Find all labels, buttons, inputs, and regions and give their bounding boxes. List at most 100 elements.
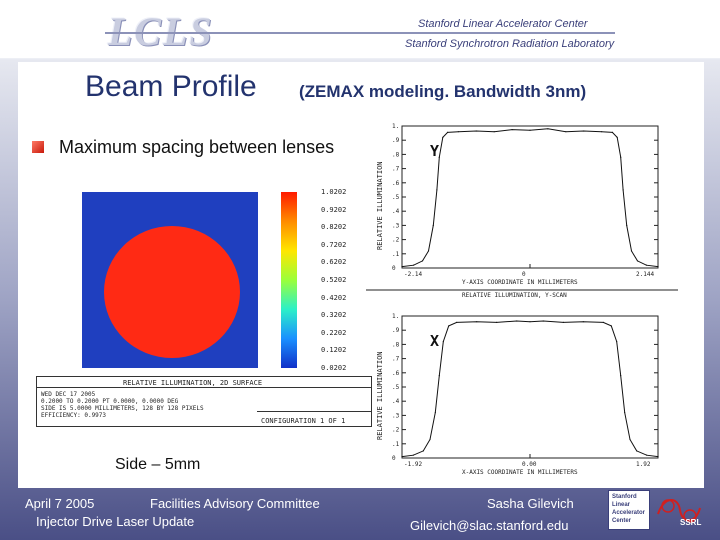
- slac-badge-line-4: Center: [612, 518, 632, 524]
- data-point: [475, 130, 477, 132]
- y-tick-label: .6: [392, 370, 400, 377]
- data-point: [583, 130, 585, 132]
- y-scan-plot: 1. .9 .8 .7 .6 .5 .4 .3 .2 .1 0 -2.14 0 2.144 RELATIVE…: [366, 123, 678, 298]
- data-point: [645, 264, 648, 266]
- bullet-text: Maximum spacing between lenses: [59, 137, 335, 157]
- data-point: [657, 265, 659, 268]
- lcls-logo: LCLS: [108, 9, 214, 54]
- y-tick-label: .4: [392, 208, 400, 215]
- beam-spot: [104, 226, 240, 358]
- data-point: [529, 321, 531, 323]
- y-tick-label: 1.: [392, 123, 399, 130]
- colorbar-tick-label: 0.7202: [321, 240, 347, 249]
- data-point: [620, 156, 622, 158]
- slac-badge-logo: Stanford Linear Accelerator Center: [608, 490, 650, 530]
- data-point: [429, 438, 431, 441]
- x-axis-label: X-AXIS COORDINATE IN MILLIMETERS: [462, 469, 578, 476]
- data-point: [616, 136, 618, 138]
- data-point: [457, 131, 459, 133]
- data-point: [456, 321, 458, 323]
- info-header: RELATIVE ILLUMINATION, 2D SURFACE: [123, 379, 263, 387]
- y-tick-label: 0: [392, 455, 396, 462]
- y-tick-label: .1: [392, 441, 400, 448]
- data-point: [421, 260, 424, 262]
- slide-subtitle: (ZEMAX modeling. Bandwidth 3nm): [299, 82, 587, 101]
- header-divider: [105, 32, 615, 34]
- y-tick-label: 0: [392, 265, 396, 272]
- data-point: [624, 411, 626, 414]
- info-line-3: SIDE IS 5.0000 MILLIMETERS, 128 BY 128 P…: [41, 405, 204, 412]
- data-point: [442, 340, 444, 343]
- data-point: [602, 321, 604, 323]
- data-point: [616, 340, 618, 343]
- colorbar-tick-label: 0.8202: [321, 223, 347, 232]
- data-point: [412, 264, 415, 266]
- data-point: [422, 450, 424, 452]
- colorbar-tick-label: 0.2202: [321, 328, 347, 337]
- data-point: [601, 131, 603, 133]
- ssrl-logo-icon: [657, 499, 701, 523]
- info-divider: [37, 387, 371, 388]
- y-tick-label: .2: [392, 237, 400, 244]
- y-tick-label: .8: [392, 341, 400, 348]
- beam-info-box: RELATIVE ILLUMINATION, 2D SURFACE WED DE…: [36, 376, 372, 427]
- data-point: [626, 224, 628, 226]
- y-axis-label: RELATIVE ILLUMINATION: [376, 351, 384, 440]
- data-point: [442, 136, 444, 138]
- data-point: [636, 450, 638, 452]
- y-tick-label: 1.: [392, 313, 399, 320]
- ssrl-logo-text: SSRL: [680, 518, 702, 527]
- slac-badge-line-3: Accelerator: [612, 510, 646, 516]
- data-point: [432, 224, 434, 226]
- x-tick-label: -1.92: [404, 461, 422, 468]
- y-tick-label: .5: [392, 384, 400, 391]
- slide-title: Beam Profile: [85, 70, 257, 103]
- footer-presenter: Sasha Gilevich: [487, 496, 574, 511]
- y-axis-label: RELATIVE ILLUMINATION: [376, 161, 384, 250]
- footer-email: Gilevich@slac.stanford.edu: [410, 518, 569, 533]
- plot-frame: [401, 315, 659, 459]
- data-point: [622, 189, 624, 191]
- data-point: [529, 129, 531, 131]
- config-text: CONFIGURATION 1 OF 1: [261, 417, 346, 425]
- data-point: [448, 325, 450, 327]
- colorbar-tick-label: 0.3202: [321, 311, 347, 320]
- data-point: [620, 375, 622, 377]
- colorbar: [281, 192, 297, 368]
- plot-footer-label: RELATIVE ILLUMINATION, Y-SCAN: [462, 292, 567, 298]
- data-point: [630, 250, 633, 252]
- y-tick-label: .4: [392, 398, 400, 405]
- data-point: [582, 321, 584, 323]
- data-point: [493, 131, 495, 133]
- ssrl-org-name: Stanford Synchrotron Radiation Laborator…: [405, 38, 615, 50]
- data-point: [401, 455, 403, 458]
- data-point: [547, 128, 549, 130]
- bullet-marker-icon: [32, 141, 44, 153]
- info-line-2: 0.2000 TO 0.2000 PT 0.0000, 0.0000 DEG: [41, 398, 179, 405]
- y-tick-label: .9: [392, 327, 400, 334]
- x-tick-label: 0: [522, 271, 526, 278]
- data-point: [562, 321, 564, 323]
- data-point: [401, 265, 403, 268]
- beam-illumination-map: [82, 192, 258, 368]
- slac-org-name: Stanford Linear Accelerator Center: [418, 18, 588, 30]
- footer-event: Facilities Advisory Committee: [150, 496, 320, 511]
- data-point: [496, 321, 498, 323]
- data-point: [436, 189, 438, 191]
- y-tick-label: .7: [392, 356, 400, 363]
- x-scan-plot: 1. .9 .8 .7 .6 .5 .4 .3 .2 .1 0 -1.92 0.00 1.92 RELATI…: [376, 313, 659, 476]
- data-point: [646, 454, 648, 456]
- data-point: [427, 250, 430, 252]
- y-tick-label: .3: [392, 412, 400, 419]
- x-tick-label: -2.14: [404, 271, 422, 278]
- colorbar-tick-label: 0.0202: [321, 364, 347, 372]
- x-tick-label: 0.00: [522, 461, 537, 468]
- plot-axis-title: Y: [430, 142, 439, 160]
- data-point: [516, 320, 518, 322]
- side-label: Side – 5mm: [115, 456, 201, 473]
- y-tick-label: .9: [392, 137, 400, 144]
- y-tick-label: .6: [392, 180, 400, 187]
- data-point: [511, 128, 513, 131]
- x-axis-label: Y-AXIS COORDINATE IN MILLIMETERS: [462, 279, 578, 286]
- data-point: [610, 325, 612, 327]
